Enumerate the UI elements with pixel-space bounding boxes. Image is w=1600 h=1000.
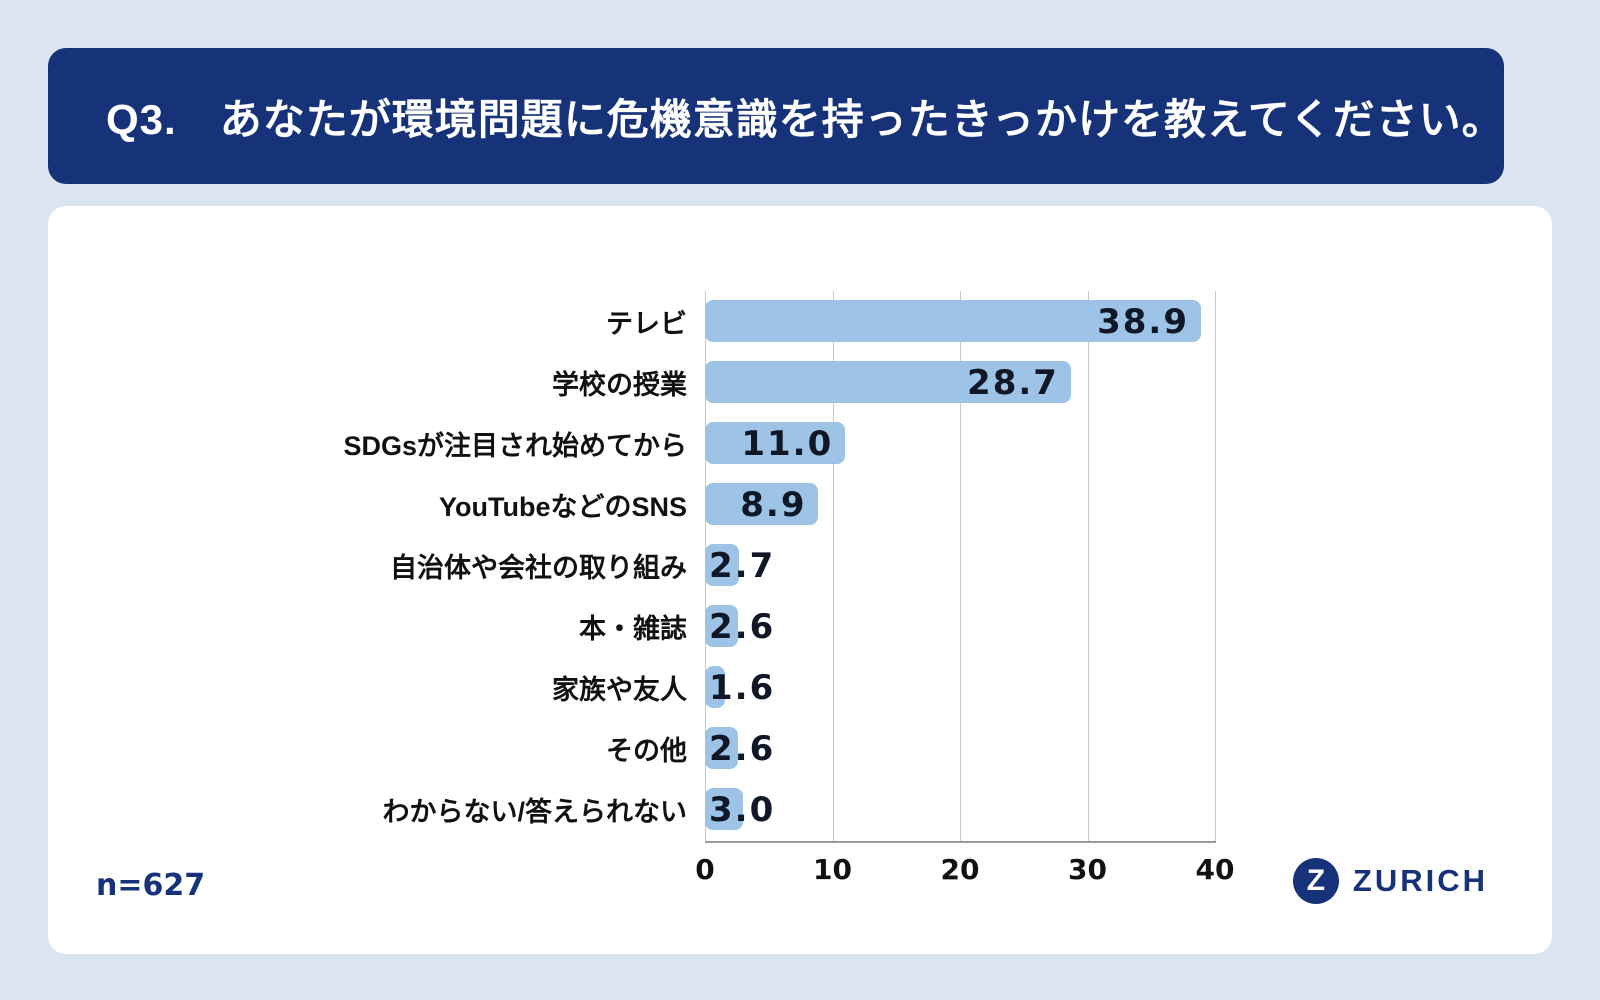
category-label: テレビ [606,309,687,339]
bar-track: 28.7 [705,352,1215,413]
bar-track: 3.0 [705,779,1215,840]
gridline [1215,291,1216,841]
bar [705,483,819,525]
x-ticks: 0 10 20 30 40 [695,853,1234,893]
bar [705,544,740,586]
question-header: Q3. あなたが環境問題に危機意識を持ったきっかけを教えてください。 [48,48,1504,184]
bar-value-label: 28.7 [967,362,1059,403]
sample-size-label: n=627 [96,868,206,903]
x-tick-label: 0 [695,853,715,886]
bar-value-label: 2.6 [709,728,776,769]
chart-card: テレビ 38.9 学校の授業 28.7 SDGsが注目され始めてから 11.0 YouTub… [48,206,1552,954]
bar [705,727,739,769]
bar [705,666,726,708]
x-tick-label: 40 [1195,853,1235,886]
bar-value-label: 2.6 [709,606,776,647]
gridline [1087,291,1089,841]
bar [705,300,1201,342]
bar-value-label: 38.9 [1097,301,1189,342]
bar-value-label: 8.9 [740,484,807,525]
zurich-logo-icon: Z [1292,858,1339,904]
bar-track: 2.7 [705,535,1215,596]
bar-track: 1.6 [705,657,1215,718]
bar-value-label: 1.6 [709,667,776,708]
x-tick-label: 10 [813,853,852,886]
category-label: わからない/答えられない [382,797,687,827]
category-label: YouTubeなどのSNS [439,492,687,522]
gridline [832,291,834,841]
bar-track: 11.0 [705,413,1215,474]
bar-value-label: 2.7 [709,545,776,586]
category-label: 自治体や会社の取り組み [390,553,687,583]
bar-row: SDGsが注目され始めてから 11.0 [48,413,1552,474]
bar-row: その他 2.6 [48,718,1552,779]
bar [705,361,1071,403]
bar-track: 38.9 [705,291,1215,352]
bar-row: 家族や友人 1.6 [48,657,1552,718]
zurich-logo: Z ZURICH [1292,858,1488,904]
bar [705,605,739,647]
bar-rows: テレビ 38.9 学校の授業 28.7 SDGsが注目され始めてから 11.0 YouTub… [48,291,1552,840]
x-tick-label: 30 [1068,853,1107,886]
bar [705,788,744,830]
bar-track: 2.6 [705,718,1215,779]
bar-row: 本・雑誌 2.6 [48,596,1552,657]
category-label: その他 [606,736,687,766]
bar-row: 学校の授業 28.7 [48,352,1552,413]
bar-track: 2.6 [705,596,1215,657]
x-axis-line [705,841,1216,843]
bar [705,422,846,464]
bar-value-label: 11.0 [741,423,834,464]
category-label: SDGsが注目され始めてから [343,431,687,461]
category-label: 学校の授業 [552,370,687,400]
category-label: 家族や友人 [552,675,687,705]
question-title: Q3. あなたが環境問題に危機意識を持ったきっかけを教えてください。 [106,95,1505,143]
bar-row: YouTubeなどのSNS 8.9 [48,474,1552,535]
bar-row: テレビ 38.9 [48,291,1552,352]
bar-track: 8.9 [705,474,1215,535]
category-label: 本・雑誌 [579,614,687,644]
bar-chart: テレビ 38.9 学校の授業 28.7 SDGsが注目され始めてから 11.0 YouTub… [48,291,1552,911]
gridline [960,291,961,841]
bar-value-label: 3.0 [709,789,776,830]
bar-row: 自治体や会社の取り組み 2.7 [48,535,1552,596]
bar-row: わからない/答えられない 3.0 [48,779,1552,840]
zurich-logo-text: ZURICH [1352,863,1488,898]
x-tick-label: 20 [940,853,980,886]
